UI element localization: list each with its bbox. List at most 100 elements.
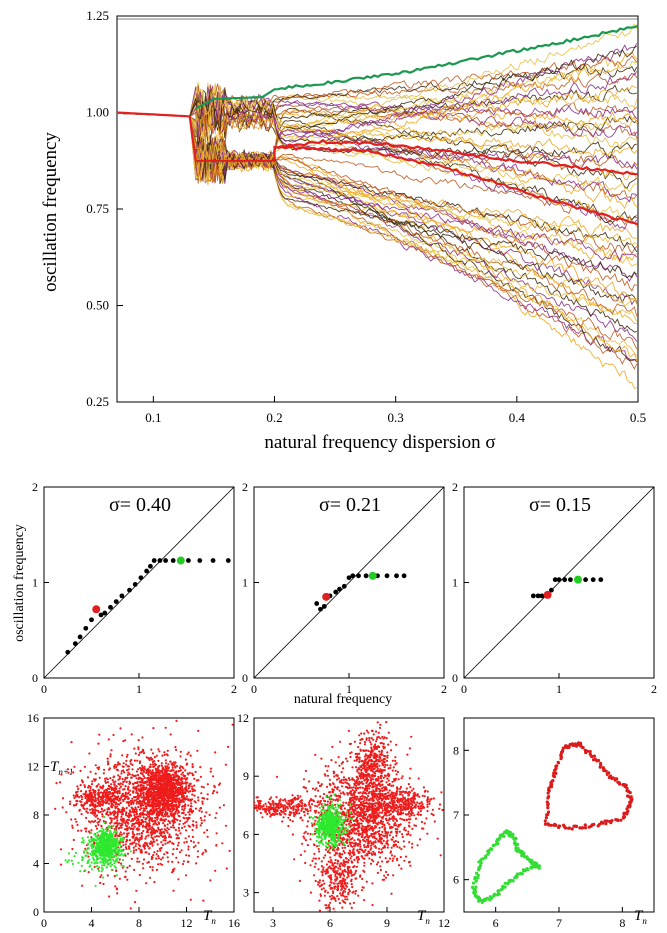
- return-point-red: [393, 778, 396, 781]
- return-point-green: [114, 854, 117, 857]
- return-point-red: [405, 833, 408, 836]
- return-point-red: [129, 762, 132, 765]
- return-point-green: [102, 834, 105, 837]
- return-point-red: [110, 783, 113, 786]
- return-point-red: [118, 808, 121, 811]
- return-point-red: [184, 781, 187, 784]
- return-point-red: [100, 874, 103, 877]
- return-point-red: [395, 790, 398, 793]
- return-point-red: [191, 793, 194, 796]
- return-point-red: [388, 857, 392, 860]
- return-point-red: [153, 880, 156, 884]
- return-point-red: [85, 830, 88, 833]
- return-point-red: [142, 867, 145, 870]
- return-point-red: [150, 758, 153, 761]
- return-point-red: [357, 833, 360, 836]
- scatter-point: [350, 573, 356, 579]
- return-point-red: [161, 775, 164, 778]
- return-point-red: [139, 844, 142, 848]
- scatter-ytick-label: 0: [452, 671, 458, 685]
- return-point-green: [99, 843, 102, 846]
- main-ytick-label: 0.25: [86, 394, 109, 409]
- return-point-red: [103, 791, 107, 794]
- return-point-red: [157, 759, 160, 763]
- return-point-red: [167, 792, 170, 795]
- return-point-green: [110, 868, 113, 872]
- return-point-green: [118, 839, 121, 843]
- return-point-red: [370, 858, 374, 861]
- scatter-ytick-label: 1: [242, 576, 248, 590]
- return-point-red: [179, 792, 182, 795]
- return-point-red: [165, 801, 168, 804]
- return-point-red: [383, 846, 387, 849]
- return-point-red: [281, 820, 284, 823]
- return-point-red: [341, 853, 344, 856]
- return-point-red: [97, 823, 100, 827]
- return-point-red: [221, 842, 224, 845]
- return-point-red: [186, 753, 189, 756]
- return-point-red: [115, 821, 118, 825]
- return-point-red: [304, 839, 308, 842]
- return-point-red: [191, 828, 194, 832]
- return-point-green: [77, 861, 80, 864]
- return-point-red: [114, 833, 117, 837]
- return-point-red: [185, 820, 188, 823]
- return-point-red: [213, 784, 216, 788]
- return-point-green: [92, 849, 96, 852]
- scatter-point: [341, 583, 347, 589]
- return-point-red: [396, 828, 399, 831]
- return-point-red: [119, 824, 122, 827]
- return-point-red: [351, 830, 354, 833]
- return-point-red: [149, 865, 152, 869]
- return-point-red: [86, 776, 90, 779]
- return-point-red: [224, 763, 227, 766]
- return-point-red: [116, 819, 119, 822]
- return-point-red: [181, 771, 184, 774]
- return-point-red: [373, 835, 376, 838]
- return-point-red: [202, 786, 205, 789]
- return-point-red: [326, 769, 329, 772]
- return-point-red: [375, 837, 378, 841]
- return-point-red: [368, 814, 371, 817]
- return-point-red: [141, 736, 144, 739]
- return-point-red: [183, 841, 186, 844]
- return-point-red: [342, 791, 345, 794]
- return-point-red: [168, 821, 171, 825]
- return-point-red: [303, 832, 306, 835]
- return-point-red: [131, 773, 134, 777]
- return-point-red: [385, 721, 388, 724]
- return-point-red: [184, 821, 187, 824]
- return-point-red: [122, 740, 125, 743]
- return-point-red: [138, 766, 141, 770]
- main-xlabel: natural frequency dispersion σ: [264, 432, 495, 453]
- return-point-red: [193, 777, 196, 781]
- return-point-red: [351, 805, 354, 808]
- return-point-red: [177, 814, 180, 817]
- return-point-red: [154, 822, 157, 825]
- return-point-red: [201, 802, 204, 805]
- return-point-red: [158, 785, 161, 788]
- return-point-green: [119, 837, 122, 841]
- return-point-red: [169, 760, 172, 763]
- scatter-ytick-label: 0: [242, 671, 248, 685]
- return-point-red: [187, 751, 190, 754]
- return-point-red: [132, 836, 135, 839]
- return-point-red: [363, 845, 366, 849]
- return-point-red: [169, 799, 172, 803]
- return-point-red: [367, 840, 370, 844]
- return-point-red: [346, 793, 349, 796]
- scatter-point-green: [368, 571, 377, 580]
- return-point-red: [187, 787, 190, 790]
- return-point-red: [399, 823, 402, 826]
- return-point-red: [228, 849, 231, 853]
- scatter-point: [333, 589, 339, 595]
- return-point-red: [359, 839, 362, 842]
- return-point-red: [137, 768, 140, 771]
- return-point-red: [101, 787, 104, 790]
- return-point-green: [94, 846, 97, 849]
- return-point-red: [102, 785, 105, 788]
- return-point-red: [214, 816, 217, 819]
- return-point-green: [94, 853, 97, 856]
- return-point-red: [75, 794, 78, 797]
- return-point-red: [209, 767, 213, 770]
